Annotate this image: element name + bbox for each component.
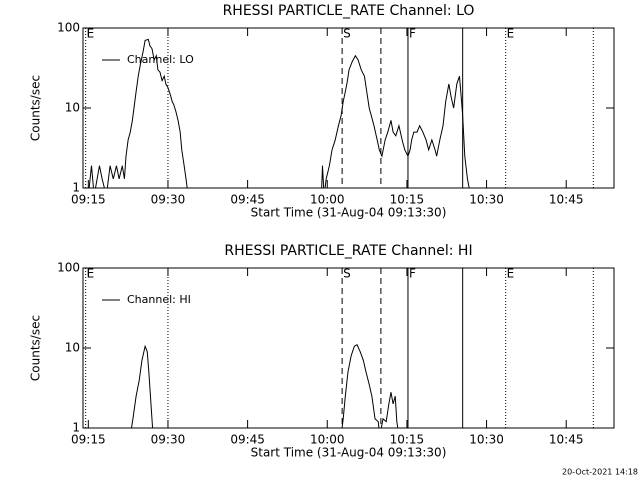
chart-title: RHESSI PARTICLE_RATE Channel: HI [224,243,472,259]
x-tick-label: 10:15 [390,193,425,207]
x-tick-label: 10:00 [310,433,345,447]
y-tick-label: 100 [57,261,80,275]
event-label: F [409,27,416,41]
chart-title: RHESSI PARTICLE_RATE Channel: LO [223,3,475,19]
x-tick-label: 10:30 [469,433,504,447]
y-tick-label: 100 [57,21,80,35]
event-label: S [343,267,351,281]
x-axis-label: Start Time (31-Aug-04 09:13:30) [251,206,447,220]
plot-frame [82,27,615,189]
plot-frame [82,267,615,429]
x-tick-label: 09:30 [151,193,186,207]
y-tick-label: 10 [65,341,80,355]
y-tick-label: 1 [72,181,80,195]
legend-label: Channel: HI [127,293,191,306]
y-axis-label: Counts/sec [29,315,43,381]
legend-label: Channel: LO [127,53,194,66]
x-tick-label: 09:45 [230,433,265,447]
event-label: F [409,267,416,281]
x-tick-label: 10:30 [469,193,504,207]
footer: 20-Oct-2021 14:18 [562,468,638,477]
x-tick-label: 09:15 [71,433,106,447]
event-label: E [507,27,515,41]
event-label: S [343,27,351,41]
data-line [88,38,470,188]
y-axis-label: Counts/sec [29,75,43,141]
x-axis-label: Start Time (31-Aug-04 09:13:30) [251,446,447,460]
x-tick-label: 10:00 [310,193,345,207]
event-label: E [507,267,515,281]
x-tick-label: 09:15 [71,193,106,207]
data-line [130,343,399,428]
x-tick-label: 10:15 [390,433,425,447]
event-label: E [87,267,95,281]
y-tick-label: 1 [72,421,80,435]
x-tick-label: 10:45 [549,433,584,447]
x-tick-label: 09:30 [151,433,186,447]
x-tick-label: 09:45 [230,193,265,207]
x-tick-label: 10:45 [549,193,584,207]
event-label: E [87,27,95,41]
y-tick-label: 10 [65,101,80,115]
